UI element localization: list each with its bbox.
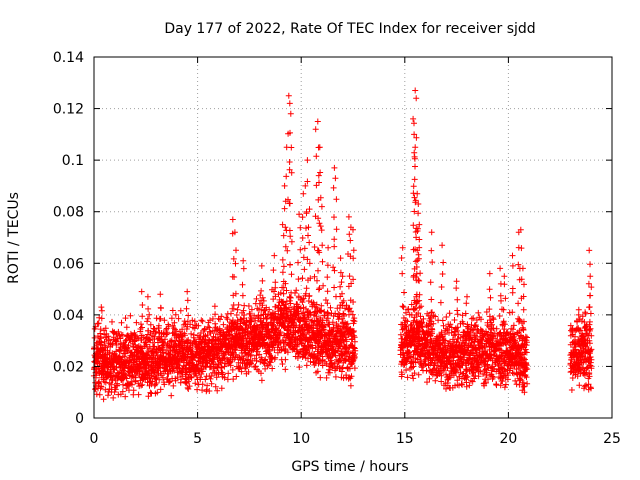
tick-labels: 0 5 10 15 20 25 0 0.02 0.04 0.06 0.08 0.1 0.12 0.14 bbox=[53, 50, 621, 447]
y-tick-label: 0.12 bbox=[53, 102, 84, 118]
y-axis-label: ROTI / TECUs bbox=[6, 192, 22, 284]
x-tick-label: 20 bbox=[499, 431, 517, 447]
x-tick-label: 25 bbox=[603, 431, 621, 447]
data-points bbox=[90, 87, 595, 403]
x-axis-label: GPS time / hours bbox=[291, 459, 408, 475]
y-tick-label: 0.14 bbox=[53, 50, 84, 66]
y-tick-label: 0.06 bbox=[53, 256, 84, 272]
x-tick-label: 0 bbox=[90, 431, 99, 447]
y-tick-label: 0.04 bbox=[53, 308, 84, 324]
plot-frame bbox=[93, 56, 613, 419]
x-tick-label: 5 bbox=[193, 431, 202, 447]
y-tick-label: 0.08 bbox=[53, 205, 84, 221]
chart-title: Day 177 of 2022, Rate Of TEC Index for r… bbox=[164, 21, 535, 37]
axis-ticks bbox=[93, 56, 613, 419]
y-tick-label: 0 bbox=[75, 411, 84, 427]
x-tick-label: 15 bbox=[396, 431, 414, 447]
x-tick-label: 10 bbox=[292, 431, 310, 447]
data-point-markers bbox=[90, 87, 595, 403]
y-tick-label: 0.1 bbox=[62, 153, 84, 169]
y-tick-label: 0.02 bbox=[53, 359, 84, 375]
